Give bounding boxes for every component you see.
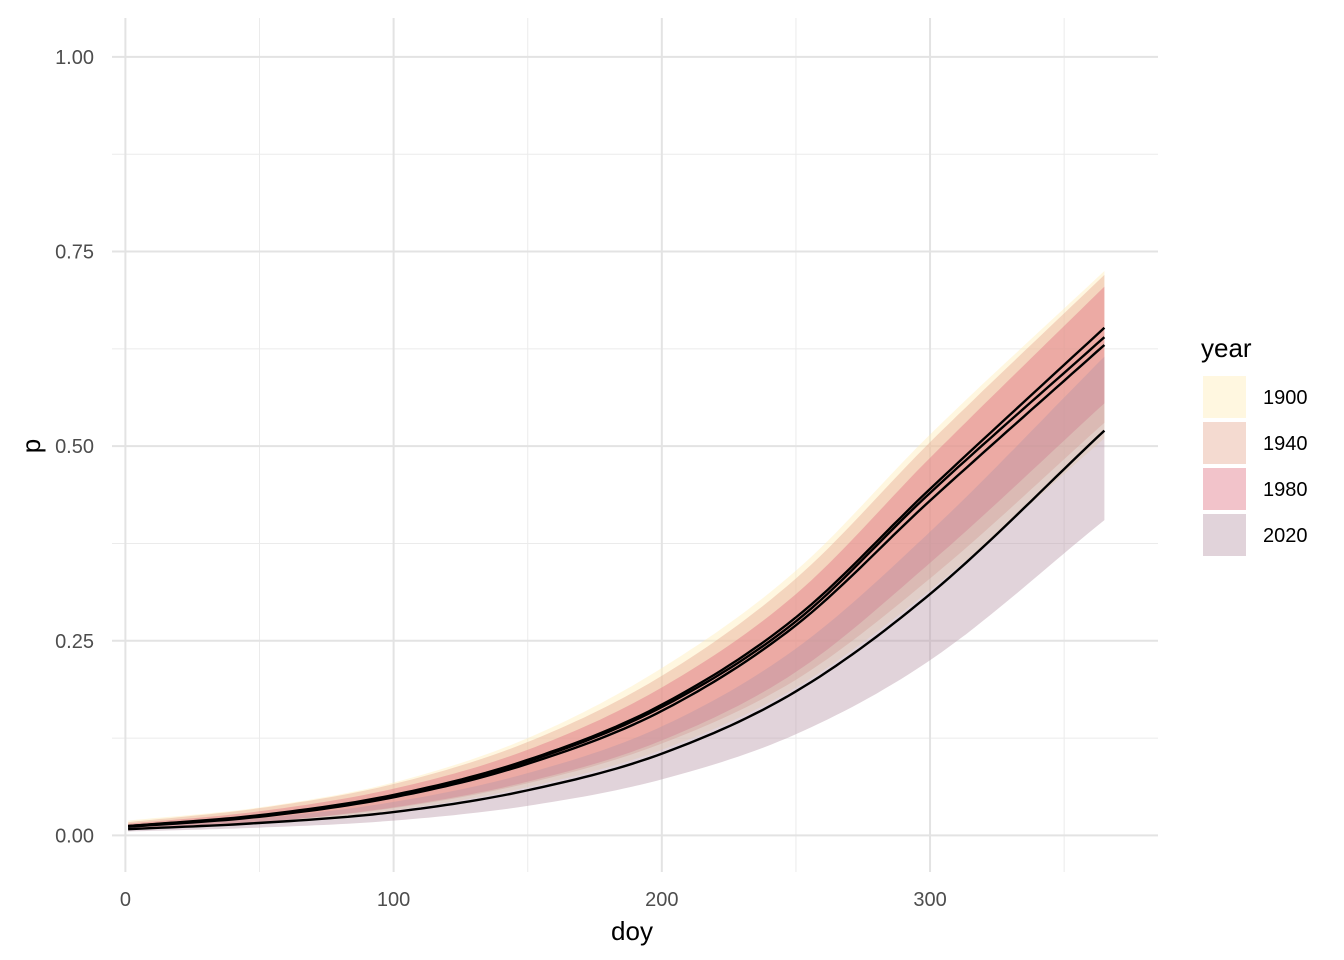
legend-label-2020: 2020 (1263, 525, 1308, 547)
confidence-ribbons (128, 271, 1105, 832)
legend-items: 1900 1940 1980 2020 (1203, 376, 1308, 556)
x-tick-label: 300 (913, 889, 946, 911)
series-lines (127, 326, 1106, 831)
legend-swatch-1900 (1203, 376, 1246, 418)
legend-label-1940: 1940 (1263, 433, 1308, 455)
legend-swatch-1940 (1203, 422, 1246, 464)
y-tick-label: 0.50 (55, 436, 94, 458)
x-tick-label: 200 (645, 889, 678, 911)
y-tick-label: 0.25 (55, 631, 94, 653)
x-axis-title: doy (611, 916, 653, 946)
ribbon-2020 (128, 356, 1105, 832)
y-tick-label: 1.00 (55, 47, 94, 69)
minor-gridlines (112, 18, 1158, 872)
legend-swatch-2020 (1203, 514, 1246, 556)
ribbon-1980 (128, 286, 1105, 830)
legend-label-1900: 1900 (1263, 387, 1308, 409)
line-1940 (127, 326, 1106, 828)
legend-title: year (1201, 333, 1252, 363)
x-tick-label: 0 (120, 889, 131, 911)
major-gridlines (112, 18, 1158, 872)
x-axis-tick-labels: 0 100 200 300 (120, 889, 947, 911)
x-tick-label: 100 (377, 889, 410, 911)
legend: year 1900 1940 1980 2020 (1201, 333, 1308, 556)
y-tick-label: 0.75 (55, 242, 94, 264)
y-axis-tick-labels: 0.00 0.25 0.50 0.75 1.00 (55, 47, 94, 847)
line-1980 (128, 344, 1106, 828)
y-axis-title: p (16, 439, 46, 453)
ribbon-1900 (128, 271, 1105, 830)
ribbon-1940 (128, 274, 1105, 830)
line-2020 (128, 429, 1106, 831)
y-tick-label: 0.00 (55, 825, 94, 847)
legend-swatch-1980 (1203, 468, 1246, 510)
legend-label-1980: 1980 (1263, 479, 1308, 501)
